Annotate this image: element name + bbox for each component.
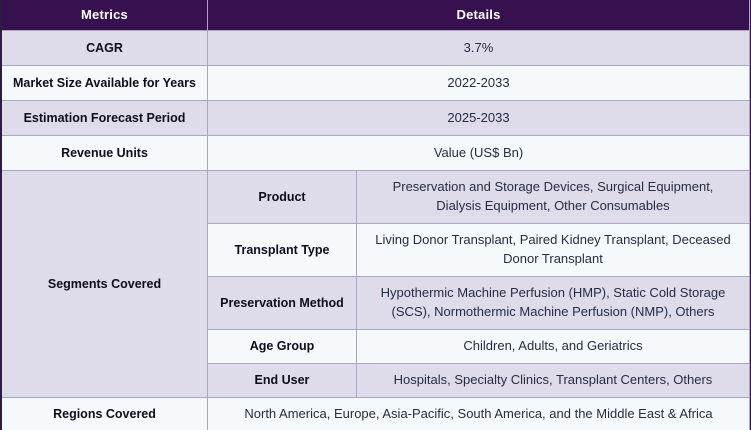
detail-cell-regions-covered: North America, Europe, Asia-Pacific, Sou… xyxy=(208,398,749,430)
metric-cell-market-size-years: Market Size Available for Years xyxy=(2,66,207,100)
header-metrics-cell: Metrics xyxy=(2,0,207,30)
metric-cell-estimation-forecast-period: Estimation Forecast Period xyxy=(2,101,207,135)
segment-detail-age-group: Children, Adults, and Geriatrics xyxy=(357,330,749,363)
detail-cell-estimation-forecast-period: 2025-2033 xyxy=(208,101,749,135)
detail-cell-revenue-units: Value (US$ Bn) xyxy=(208,136,749,170)
detail-cell-market-size-years: 2022-2033 xyxy=(208,66,749,100)
segment-label-product: Product xyxy=(208,171,356,223)
detail-cell-cagr: 3.7% xyxy=(208,31,749,65)
segment-label-end-user: End User xyxy=(208,364,356,397)
segment-detail-end-user: Hospitals, Specialty Clinics, Transplant… xyxy=(357,364,749,397)
segment-detail-transplant-type: Living Donor Transplant, Paired Kidney T… xyxy=(357,224,749,276)
segment-detail-preservation-method: Hypothermic Machine Perfusion (HMP), Sta… xyxy=(357,277,749,329)
header-details-cell: Details xyxy=(208,0,749,30)
segment-label-preservation-method: Preservation Method xyxy=(208,277,356,329)
metric-cell-regions-covered: Regions Covered xyxy=(2,398,207,430)
segment-label-transplant-type: Transplant Type xyxy=(208,224,356,276)
metric-cell-segments-covered: Segments Covered xyxy=(2,171,207,397)
metric-cell-cagr: CAGR xyxy=(2,31,207,65)
segment-label-age-group: Age Group xyxy=(208,330,356,363)
metric-cell-revenue-units: Revenue Units xyxy=(2,136,207,170)
segment-detail-product: Preservation and Storage Devices, Surgic… xyxy=(357,171,749,223)
